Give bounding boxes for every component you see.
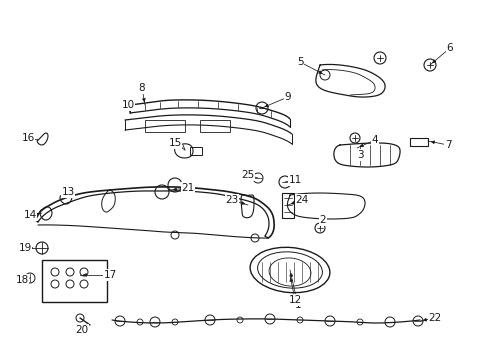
Text: 2: 2 bbox=[319, 215, 325, 225]
Text: 17: 17 bbox=[103, 270, 116, 280]
Text: 18: 18 bbox=[15, 275, 29, 285]
Text: 5: 5 bbox=[296, 57, 303, 67]
Bar bbox=[409, 138, 427, 146]
Text: 11: 11 bbox=[288, 175, 301, 185]
Text: 1: 1 bbox=[294, 300, 301, 310]
Text: 9: 9 bbox=[284, 92, 291, 102]
Text: 4: 4 bbox=[371, 135, 378, 145]
Text: 22: 22 bbox=[427, 313, 441, 323]
Text: 10: 10 bbox=[121, 100, 134, 110]
Text: 3: 3 bbox=[356, 150, 363, 160]
Bar bbox=[200, 120, 229, 132]
Text: 12: 12 bbox=[288, 295, 301, 305]
Text: 25: 25 bbox=[241, 170, 254, 180]
Text: 6: 6 bbox=[446, 43, 452, 53]
Text: 15: 15 bbox=[168, 138, 181, 148]
Bar bbox=[190, 147, 202, 155]
Bar bbox=[282, 193, 293, 218]
Text: 19: 19 bbox=[19, 243, 32, 253]
Text: 23: 23 bbox=[225, 195, 238, 205]
Text: 16: 16 bbox=[21, 133, 35, 143]
Text: 8: 8 bbox=[139, 83, 145, 93]
Text: 13: 13 bbox=[61, 187, 75, 197]
Text: 14: 14 bbox=[23, 210, 37, 220]
Text: 21: 21 bbox=[181, 183, 194, 193]
Text: 20: 20 bbox=[75, 325, 88, 335]
Bar bbox=[42, 260, 107, 302]
Text: 24: 24 bbox=[295, 195, 308, 205]
Text: 7: 7 bbox=[444, 140, 450, 150]
Bar bbox=[145, 120, 184, 132]
